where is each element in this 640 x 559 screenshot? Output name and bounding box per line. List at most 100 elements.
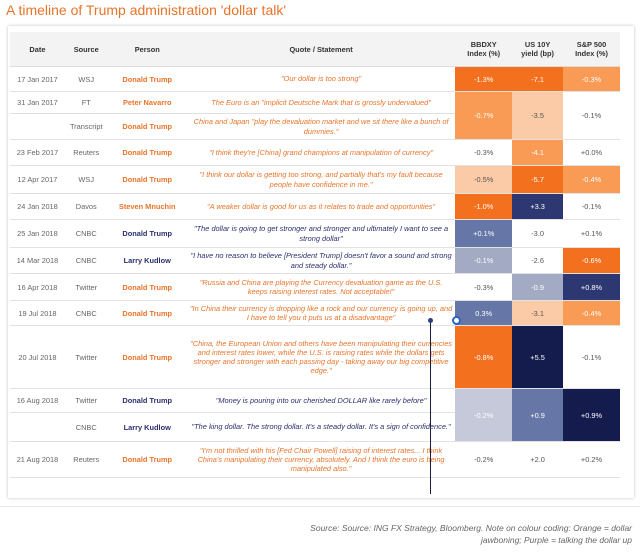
us10y-cell: -2.6: [512, 247, 564, 274]
us10y-cell: +3.3: [512, 193, 564, 220]
table-body: 17 Jan 2017 WSJ Donald Trump "Our dollar is…: [10, 66, 620, 478]
quote-cell: China and Japan "play the devaluation ma…: [186, 113, 456, 140]
bbdxy-cell: -0.8%: [455, 325, 513, 389]
table-row: 24 Jan 2018 Davos Steven Mnuchin "A weaker …: [10, 193, 620, 220]
table-row: 31 Jan 2017 FT Peter Navarro The Euro is an…: [10, 91, 620, 140]
person-cell: Donald Trump: [107, 273, 187, 301]
bbdxy-cell: -0.3%: [455, 139, 513, 166]
bbdxy-cell: -0.7%: [455, 91, 513, 140]
selection-dot: [428, 318, 433, 323]
quote-cell: "The dollar is going to get stronger and…: [186, 219, 456, 248]
table-row: 17 Jan 2017 WSJ Donald Trump "Our dollar is…: [10, 66, 620, 92]
source-note: Source: Source: ING FX Strategy, Bloombe…: [310, 523, 632, 546]
source-cell: FT: [64, 91, 108, 114]
date-cell: 25 Jan 2018: [10, 219, 65, 248]
date-cell: 23 Feb 2017: [10, 139, 65, 166]
table-row: 20 Jul 2018 Twitter Donald Trump "China, th…: [10, 325, 620, 389]
source-cell: CNBC: [64, 412, 108, 442]
sp500-cell: +0.8%: [563, 273, 620, 301]
sp500-cell: -0.4%: [563, 300, 620, 326]
date-cell: 14 Mar 2018: [10, 247, 65, 274]
table-row: Transcript Donald Trump China and Japan "p…: [10, 113, 620, 140]
date-cell: 16 Aug 2018: [10, 388, 65, 413]
header-source: Source: [64, 32, 108, 67]
source-cell: Reuters: [64, 441, 108, 478]
bbdxy-cell: 0.3%: [455, 300, 513, 326]
us10y-cell: -3.1: [512, 300, 564, 326]
table-row: 16 Aug 2018 Twitter Donald Trump "Money is …: [10, 388, 620, 442]
bbdxy-cell: -0.2%: [455, 441, 513, 478]
dollar-talk-table: Date Source Person Quote / Statement BBD…: [10, 32, 620, 478]
sp500-cell: -0.1%: [563, 193, 620, 220]
sp500-cell: -0.1%: [563, 91, 620, 140]
quote-cell: "I have no reason to believe [President …: [186, 247, 456, 274]
person-cell: Donald Trump: [107, 219, 187, 248]
page-title: A timeline of Trump administration 'doll…: [6, 2, 287, 18]
date-cell: 12 Apr 2017: [10, 165, 65, 194]
person-cell: Donald Trump: [107, 441, 187, 478]
sp500-cell: +0.2%: [563, 441, 620, 478]
quote-cell: "A weaker dollar is good for us as it re…: [186, 193, 456, 220]
person-cell: Peter Navarro: [107, 91, 187, 114]
date-cell: 31 Jan 2017: [10, 91, 65, 114]
cursor-handle[interactable]: [452, 316, 461, 325]
us10y-cell: -5.7: [512, 165, 564, 194]
header-person: Person: [107, 32, 187, 67]
date-cell: [10, 412, 65, 442]
quote-cell: "China, the European Union and others ha…: [186, 325, 456, 389]
bbdxy-cell: -0.5%: [455, 165, 513, 194]
table-row: 12 Apr 2017 WSJ Donald Trump "I think our d…: [10, 165, 620, 194]
us10y-cell: -3.5: [512, 91, 564, 140]
sp500-cell: +0.0%: [563, 139, 620, 166]
source-cell: WSJ: [64, 66, 108, 92]
date-cell: 16 Apr 2018: [10, 273, 65, 301]
us10y-cell: -7.1: [512, 66, 564, 92]
table-row: 21 Aug 2018 Reuters Donald Trump "I'm not t…: [10, 441, 620, 478]
bbdxy-cell: -0.1%: [455, 247, 513, 274]
sp500-cell: -0.3%: [563, 66, 620, 92]
bbdxy-cell: +0.1%: [455, 219, 513, 248]
us10y-cell: -3.0: [512, 219, 564, 248]
date-cell: 17 Jan 2017: [10, 66, 65, 92]
header-sp500: S&P 500 Index (%): [563, 32, 620, 67]
table-row: 16 Apr 2018 Twitter Donald Trump "Russia an…: [10, 273, 620, 301]
table-row: CNBC Larry Kudlow "The king dollar. The st…: [10, 412, 620, 442]
quote-cell: "Our dollar is too strong": [186, 66, 456, 92]
source-cell: Twitter: [64, 273, 108, 301]
date-cell: 24 Jan 2018: [10, 193, 65, 220]
person-cell: Donald Trump: [107, 325, 187, 389]
bbdxy-cell: -0.3%: [455, 273, 513, 301]
source-cell: Twitter: [64, 388, 108, 413]
source-cell: Transcript: [64, 113, 108, 140]
date-cell: [10, 113, 65, 140]
source-cell: Davos: [64, 193, 108, 220]
quote-cell: "In China their currency is dropping lik…: [186, 300, 456, 326]
date-cell: 21 Aug 2018: [10, 441, 65, 478]
us10y-cell: +2.0: [512, 441, 564, 478]
source-cell: Reuters: [64, 139, 108, 166]
quote-cell: "I think they're [China] grand champions…: [186, 139, 456, 166]
date-cell: 20 Jul 2018: [10, 325, 65, 389]
bbdxy-cell: -0.2%: [455, 388, 513, 442]
table-row: 19 Jul 2018 CNBC Donald Trump "In China the…: [10, 300, 620, 326]
footer: [0, 506, 640, 559]
quote-cell: "Money is pouring into our cherished DOL…: [186, 388, 456, 413]
selection-line: [430, 318, 431, 494]
sp500-cell: -0.6%: [563, 247, 620, 274]
table-row: 25 Jan 2018 CNBC Donald Trump "The dollar i…: [10, 219, 620, 248]
sp500-cell: +0.9%: [563, 388, 620, 442]
table-row: 14 Mar 2018 CNBC Larry Kudlow "I have no re…: [10, 247, 620, 274]
person-cell: Donald Trump: [107, 66, 187, 92]
person-cell: Donald Trump: [107, 139, 187, 166]
source-cell: WSJ: [64, 165, 108, 194]
person-cell: Donald Trump: [107, 300, 187, 326]
bbdxy-cell: -1.3%: [455, 66, 513, 92]
person-cell: Donald Trump: [107, 113, 187, 140]
sp500-cell: +0.1%: [563, 219, 620, 248]
us10y-cell: +0.9: [512, 388, 564, 442]
sp500-cell: -0.4%: [563, 165, 620, 194]
us10y-cell: +5.5: [512, 325, 564, 389]
quote-cell: "Russia and China are playing the Curren…: [186, 273, 456, 301]
us10y-cell: -0.9: [512, 273, 564, 301]
source-cell: Twitter: [64, 325, 108, 389]
